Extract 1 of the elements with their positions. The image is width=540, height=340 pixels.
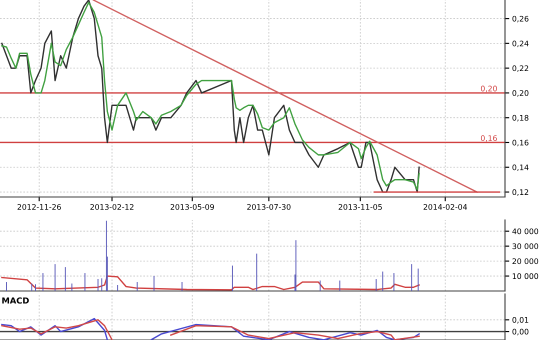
chart-title: MACD <box>2 297 29 304</box>
